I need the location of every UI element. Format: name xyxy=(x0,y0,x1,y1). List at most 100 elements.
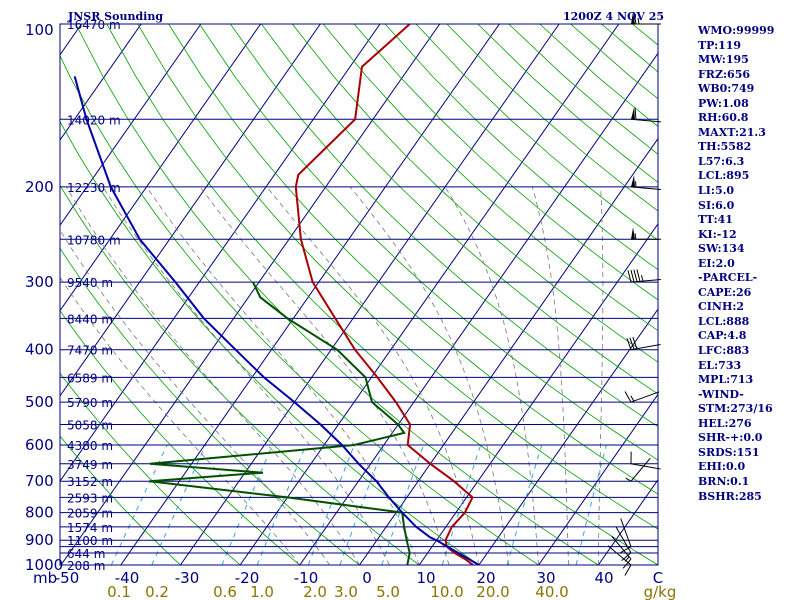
index-item: LI:5.0 xyxy=(698,184,735,198)
barb-staff xyxy=(630,278,661,283)
index-item: SHR-+:0.0 xyxy=(698,431,763,445)
height-label: 1100 m xyxy=(67,534,113,548)
index-item: CAP:4.8 xyxy=(698,329,747,343)
index-item: LCL:888 xyxy=(698,314,750,328)
index-item: SI:6.0 xyxy=(698,198,735,212)
index-item: MW:195 xyxy=(698,53,749,67)
dry-adiabat xyxy=(60,54,539,565)
isotherm xyxy=(478,308,658,565)
height-label: 2059 m xyxy=(67,507,113,521)
barb-flag xyxy=(627,270,632,283)
temp-tick: 20 xyxy=(476,569,495,587)
temp-tick: -30 xyxy=(175,569,200,587)
index-item: FRZ:656 xyxy=(698,67,751,81)
mixing-ratio-tick: 5.0 xyxy=(376,583,400,600)
barb-staff xyxy=(630,343,661,351)
index-item: TP:119 xyxy=(698,38,742,52)
barb-half xyxy=(637,17,640,25)
series-dewpoint xyxy=(149,281,411,565)
barb-flag xyxy=(624,391,632,403)
barb-staff xyxy=(607,545,632,566)
wind-barb xyxy=(631,227,661,240)
chart-grid xyxy=(0,24,658,565)
isotherm xyxy=(60,24,321,397)
mixing-ratio-tick: 2.0 xyxy=(303,583,327,600)
barb-flag xyxy=(633,269,638,282)
barb-staff xyxy=(630,463,661,470)
index-item: MPL:713 xyxy=(698,373,754,387)
chart-title: JNSR Sounding xyxy=(67,10,163,23)
barb-flag xyxy=(622,558,632,569)
barb-flag xyxy=(630,451,632,464)
mixing-ratio-line xyxy=(381,444,425,565)
temp-tick: -20 xyxy=(235,569,260,587)
barb-flag xyxy=(629,337,635,350)
index-item: WB0:749 xyxy=(698,82,755,96)
barb-staff xyxy=(630,391,660,403)
isotherm xyxy=(60,24,202,227)
barb-flag xyxy=(632,337,638,349)
isotherm xyxy=(60,24,381,483)
mixing-ratio-tick: 0.6 xyxy=(213,583,237,600)
height-label: 14020 m xyxy=(67,113,121,127)
isotherm xyxy=(120,24,500,565)
isotherm xyxy=(359,137,658,565)
index-item: EHI:0.0 xyxy=(698,460,746,474)
mixing-ratio-tick: 40.0 xyxy=(535,583,568,600)
mixing-ratio-tick: 0.2 xyxy=(145,583,169,600)
barb-half xyxy=(630,395,635,402)
isotherm xyxy=(60,24,441,565)
mixing-ratio-line xyxy=(339,444,385,565)
height-label: 12230 m xyxy=(67,181,121,195)
pressure-label: 700 xyxy=(25,472,54,490)
height-label: 1574 m xyxy=(67,521,113,535)
barb-pennant xyxy=(631,12,635,24)
temp-tick: -40 xyxy=(115,569,140,587)
temp-tick: 30 xyxy=(536,569,555,587)
index-item: PW:1.08 xyxy=(698,96,749,110)
height-label: 7470 m xyxy=(67,344,113,358)
series-parcel xyxy=(73,76,480,565)
mixing-ratio-tick: 20.0 xyxy=(476,583,509,600)
height-label: 10780 m xyxy=(67,233,121,247)
index-item: MAXT:21.3 xyxy=(698,125,766,139)
chart-series xyxy=(73,24,480,565)
index-item: CAPE:26 xyxy=(698,285,752,299)
plot-frame xyxy=(59,23,659,566)
height-label: 16470 m xyxy=(67,18,121,32)
isotherm xyxy=(60,24,142,141)
index-item: STM:273/16 xyxy=(698,402,773,416)
index-item: LCL:895 xyxy=(698,169,750,183)
wind-barb xyxy=(615,526,632,562)
valid-time: 1200Z 4 NOV 25 xyxy=(563,10,664,23)
barb-pennant xyxy=(631,175,635,188)
index-item: SRDS:151 xyxy=(698,445,760,459)
pressure-label: 300 xyxy=(25,273,54,291)
barb-half xyxy=(640,275,644,282)
pressure-label: 500 xyxy=(25,393,54,411)
barb-flag xyxy=(620,546,632,554)
height-label: 5790 m xyxy=(67,396,113,410)
index-item: TT:41 xyxy=(698,213,733,227)
pressure-label: 900 xyxy=(25,531,54,549)
pressure-label: 100 xyxy=(25,21,54,39)
moist-adiabat xyxy=(597,186,604,565)
barb-flag xyxy=(630,269,635,282)
barb-flag xyxy=(636,269,641,282)
dry-adiabat xyxy=(137,24,658,530)
wind-barb xyxy=(630,451,661,470)
index-item: -WIND- xyxy=(698,387,744,401)
height-label: 4380 m xyxy=(67,439,113,453)
wind-barb xyxy=(630,107,661,123)
isotherm xyxy=(0,24,22,565)
moist-adiabat xyxy=(65,186,360,565)
barb-flag xyxy=(633,11,637,25)
height-label: 3152 m xyxy=(67,475,113,489)
pressure-label: 1000 xyxy=(25,556,63,574)
index-panel: WMO:99999 TP:119 MW:195 FRZ:656 WB0:749 PW:1.… xyxy=(698,24,798,504)
index-item: SW:134 xyxy=(698,242,745,256)
index-item: L57:6.3 xyxy=(698,154,745,168)
series-temperature xyxy=(294,24,474,565)
barb-flag xyxy=(624,564,632,576)
